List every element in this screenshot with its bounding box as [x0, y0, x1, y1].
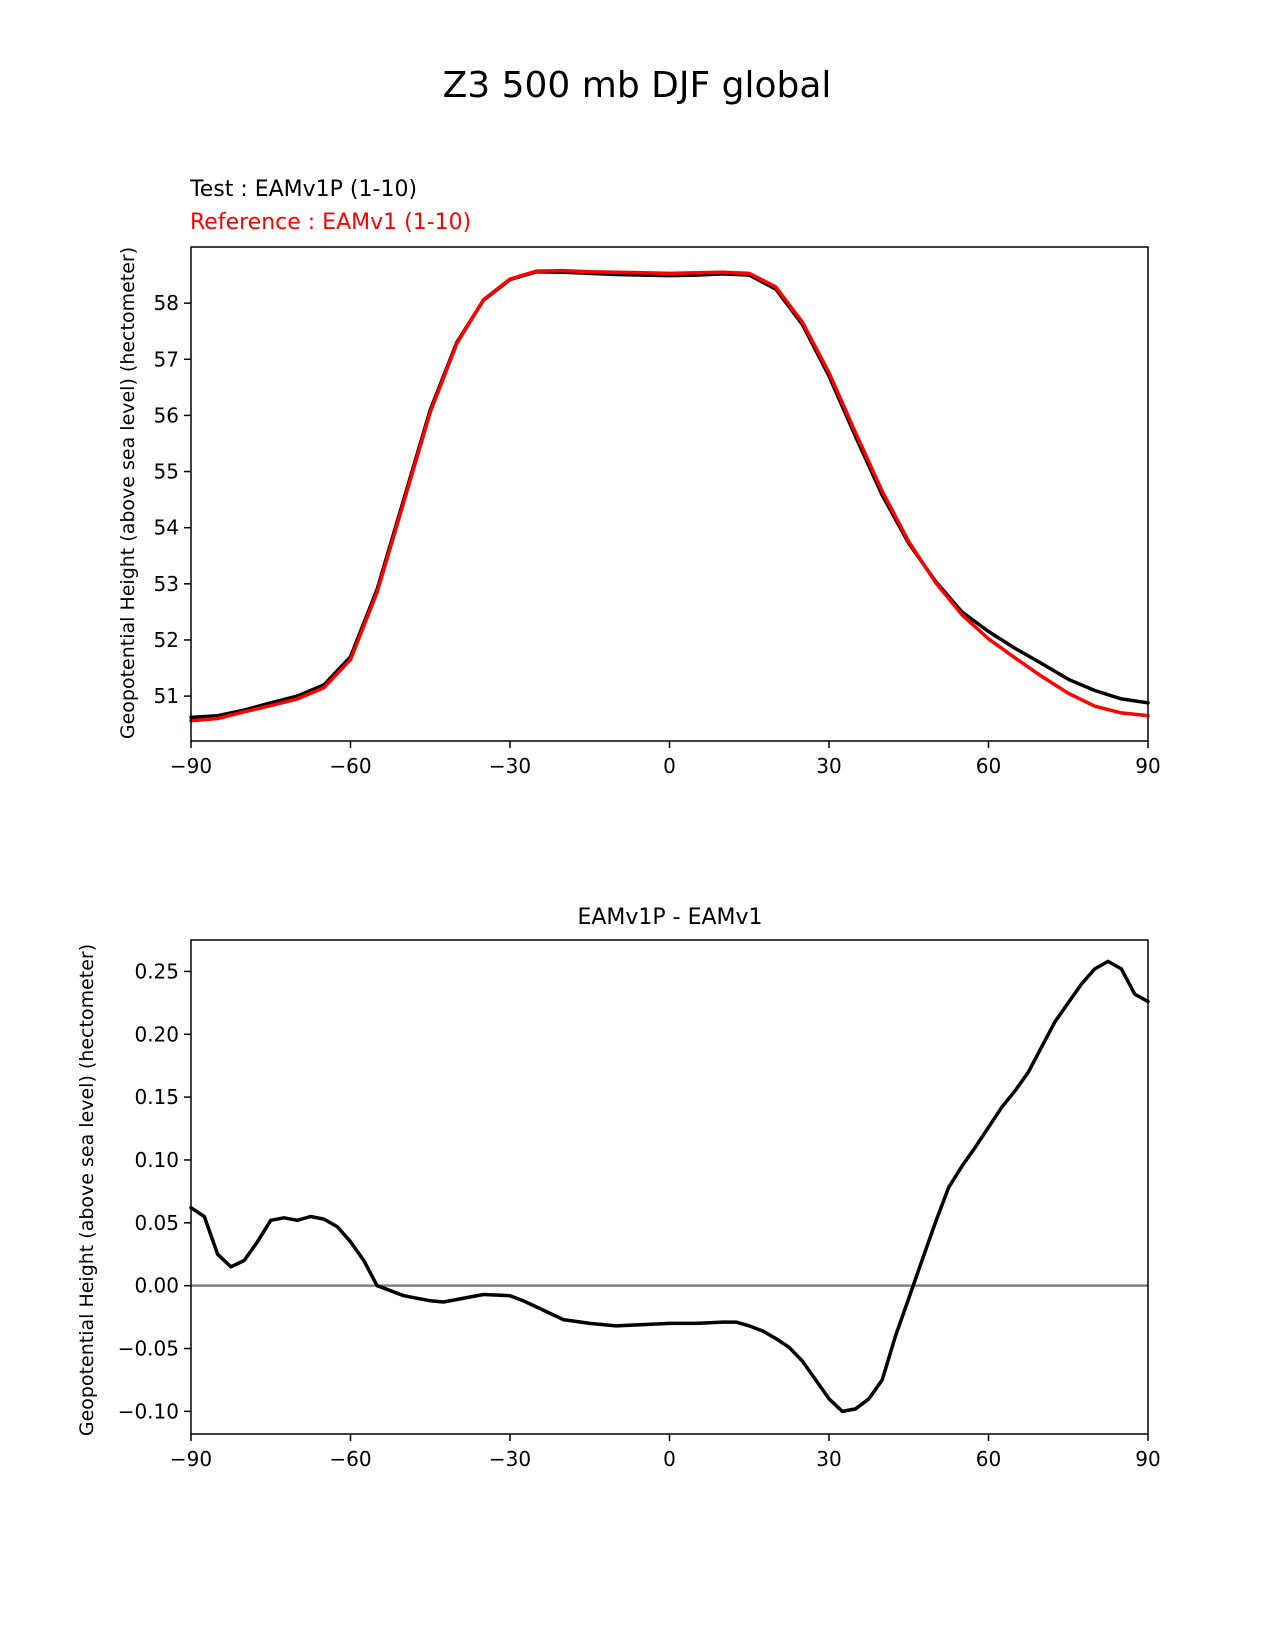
y-tick-label: 53	[154, 572, 179, 596]
x-tick-label: −90	[170, 754, 212, 778]
y-tick-label: 0.00	[134, 1274, 179, 1298]
y-tick-label: 55	[154, 460, 179, 484]
test-label: Test : EAMv1P (1-10)	[189, 177, 417, 202]
y-tick-label: −0.05	[118, 1337, 179, 1361]
y-tick-label: 52	[154, 628, 179, 652]
y-tick-label: 0.15	[134, 1085, 179, 1109]
y-tick-label: 0.25	[134, 959, 179, 983]
y-tick-label: 58	[154, 291, 179, 315]
x-tick-label: 60	[976, 754, 1001, 778]
x-tick-label: 30	[816, 1447, 841, 1471]
x-tick-label: 90	[1135, 754, 1160, 778]
x-tick-label: 60	[976, 1447, 1001, 1471]
x-tick-label: 90	[1135, 1447, 1160, 1471]
bottom-ylabel: Geopotential Height (above sea level) (h…	[76, 944, 98, 1436]
y-tick-label: 0.10	[134, 1148, 179, 1172]
x-tick-label: 0	[663, 754, 676, 778]
bottom-plot: −90 −60 −30 0 30 60 90 −0.10 −0.05 0.00 0.05 0.10 0.…	[118, 939, 1161, 1471]
top-ylabel: Geopotential Height (above sea level) (h…	[117, 247, 139, 739]
x-tick-label: 30	[816, 754, 841, 778]
x-tick-label: −90	[170, 1447, 212, 1471]
y-tick-label: 57	[154, 347, 179, 371]
x-tick-label: −30	[489, 1447, 531, 1471]
x-tick-label: −60	[329, 1447, 371, 1471]
y-tick-label: 56	[154, 403, 179, 427]
x-tick-label: 0	[663, 1447, 676, 1471]
y-tick-label: −0.10	[118, 1399, 179, 1423]
figure-title: Z3 500 mb DJF global	[443, 65, 832, 106]
y-tick-label: 0.20	[134, 1022, 179, 1046]
reference-label: Reference : EAMv1 (1-10)	[190, 210, 471, 235]
reference-series-line	[189, 268, 1150, 723]
bottom-title: EAMv1P - EAMv1	[577, 905, 762, 930]
difference-series-line	[189, 959, 1150, 1414]
y-tick-label: 54	[154, 516, 179, 540]
y-tick-label: 0.05	[134, 1211, 179, 1235]
x-tick-label: −60	[329, 754, 371, 778]
top-plot: −90 −60 −30 0 30 60 90 51 52 53 54 55 56 57 58	[154, 246, 1161, 778]
y-tick-label: 51	[154, 684, 179, 708]
x-tick-label: −30	[489, 754, 531, 778]
